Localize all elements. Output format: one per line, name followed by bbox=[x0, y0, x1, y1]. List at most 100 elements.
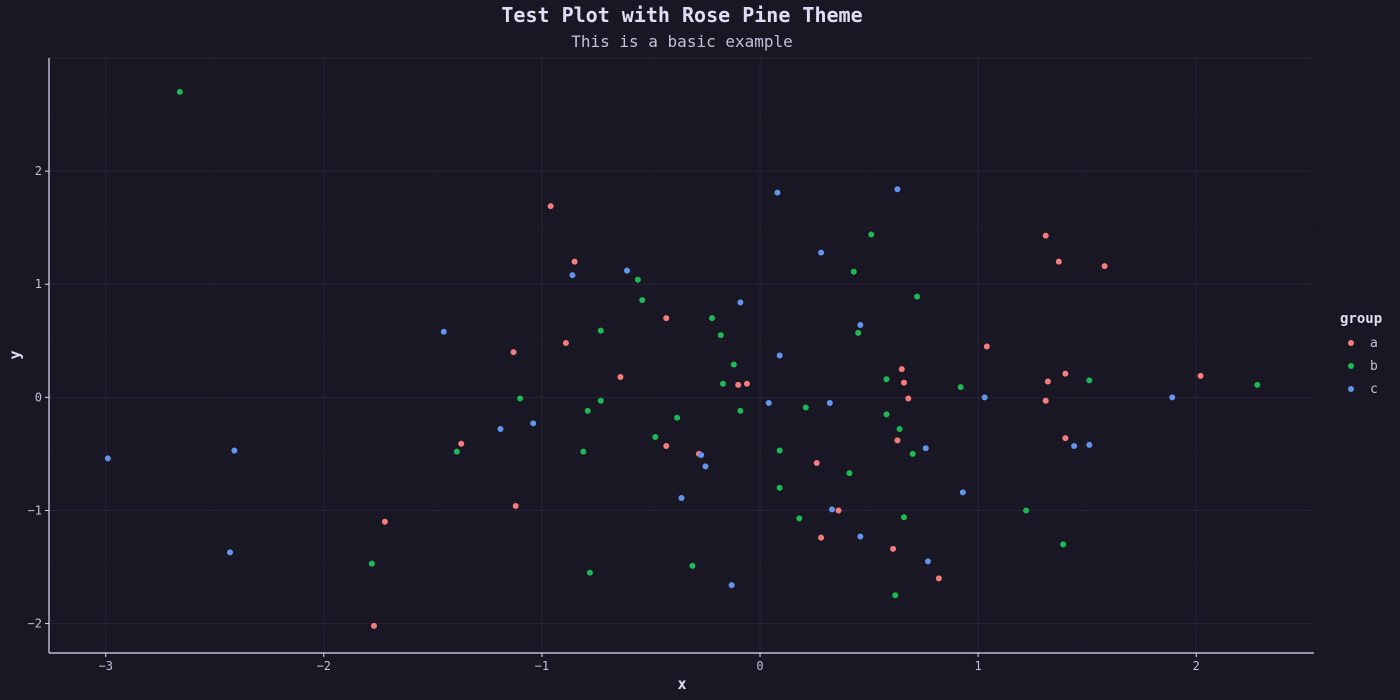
data-point-group-c bbox=[698, 452, 705, 459]
x-tick-label: 0 bbox=[756, 659, 763, 673]
data-point-group-a bbox=[663, 442, 670, 449]
data-point-group-b bbox=[846, 470, 853, 477]
x-tick-label: −1 bbox=[535, 659, 549, 673]
data-point-group-b bbox=[1023, 507, 1030, 514]
legend-label-b: b bbox=[1370, 359, 1378, 374]
legend-label-c: c bbox=[1370, 382, 1378, 397]
data-point-group-a bbox=[905, 395, 912, 402]
legend: group abc bbox=[1340, 311, 1382, 397]
tick-labels: −3 −2 −1 0 1 2 −2 −1 0 1 2 bbox=[28, 164, 1200, 673]
data-point-group-b bbox=[717, 332, 724, 339]
data-point-group-b bbox=[883, 376, 890, 383]
data-point-group-c bbox=[774, 189, 781, 196]
data-point-group-a bbox=[1101, 263, 1108, 270]
chart-title: Test Plot with Rose Pine Theme bbox=[501, 3, 862, 27]
data-point-group-a bbox=[510, 349, 517, 356]
data-point-group-a bbox=[1197, 372, 1204, 379]
legend-label-a: a bbox=[1370, 336, 1378, 351]
data-point-group-c bbox=[737, 299, 744, 306]
data-point-group-b bbox=[674, 414, 681, 421]
axes bbox=[48, 58, 1314, 654]
data-point-group-c bbox=[623, 267, 630, 274]
data-point-group-b bbox=[586, 569, 593, 576]
data-point-group-a bbox=[818, 534, 825, 541]
data-point-group-b bbox=[957, 384, 964, 391]
data-point-group-b bbox=[892, 592, 899, 599]
data-point-group-b bbox=[176, 88, 183, 95]
data-point-group-b bbox=[368, 560, 375, 567]
data-point-group-b bbox=[883, 411, 890, 418]
data-point-group-b bbox=[796, 515, 803, 522]
data-point-group-a bbox=[381, 518, 388, 525]
y-tick-label: 2 bbox=[35, 164, 42, 178]
data-point-group-a bbox=[1042, 397, 1049, 404]
data-point-group-b bbox=[802, 404, 809, 411]
data-point-group-a bbox=[562, 340, 569, 347]
data-point-group-a bbox=[370, 622, 377, 629]
data-point-group-c bbox=[981, 394, 988, 401]
data-point-group-c bbox=[104, 455, 111, 462]
data-point-group-b bbox=[776, 447, 783, 454]
y-tick-label: −1 bbox=[28, 503, 42, 517]
x-tick-label: 1 bbox=[975, 659, 982, 673]
data-point-group-c bbox=[497, 426, 504, 433]
data-point-group-b bbox=[900, 514, 907, 521]
data-point-group-a bbox=[735, 381, 742, 388]
data-point-group-b bbox=[1086, 377, 1093, 384]
data-point-group-b bbox=[584, 407, 591, 414]
data-point-group-b bbox=[580, 448, 587, 455]
data-point-group-c bbox=[924, 558, 931, 565]
data-point-group-a bbox=[935, 575, 942, 582]
legend-swatch-c bbox=[1348, 386, 1354, 392]
grid-lines bbox=[49, 57, 1314, 653]
data-point-group-c bbox=[818, 249, 825, 256]
legend-title: group bbox=[1340, 311, 1382, 327]
data-point-group-b bbox=[639, 297, 646, 304]
data-point-group-b bbox=[1254, 381, 1261, 388]
data-point-group-b bbox=[719, 380, 726, 387]
data-points bbox=[104, 88, 1261, 629]
data-point-group-a bbox=[1042, 232, 1049, 239]
data-point-group-b bbox=[597, 397, 604, 404]
data-point-group-c bbox=[231, 447, 238, 454]
data-point-group-a bbox=[890, 545, 897, 552]
data-point-group-a bbox=[663, 315, 670, 322]
data-point-group-a bbox=[571, 258, 578, 265]
y-axis-label: y bbox=[6, 350, 24, 359]
data-point-group-b bbox=[453, 448, 460, 455]
data-point-group-c bbox=[530, 420, 537, 427]
y-tick-label: 1 bbox=[35, 277, 42, 291]
data-point-group-a bbox=[983, 343, 990, 350]
data-point-group-a bbox=[1062, 370, 1069, 377]
data-point-group-b bbox=[517, 395, 524, 402]
x-tick-label: −3 bbox=[98, 659, 112, 673]
data-point-group-b bbox=[776, 484, 783, 491]
data-point-group-c bbox=[826, 400, 833, 407]
data-point-group-b bbox=[914, 293, 921, 300]
legend-swatch-b bbox=[1348, 363, 1354, 369]
data-point-group-c bbox=[776, 352, 783, 359]
data-point-group-a bbox=[547, 203, 554, 210]
chart-subtitle: This is a basic example bbox=[571, 32, 793, 51]
data-point-group-b bbox=[1060, 541, 1067, 548]
data-point-group-c bbox=[857, 533, 864, 540]
data-point-group-b bbox=[855, 329, 862, 336]
data-point-group-c bbox=[828, 506, 835, 513]
data-point-group-a bbox=[512, 502, 519, 509]
data-point-group-c bbox=[440, 328, 447, 335]
data-point-group-c bbox=[702, 463, 709, 470]
data-point-group-a bbox=[813, 459, 820, 466]
data-point-group-c bbox=[728, 582, 735, 589]
data-point-group-b bbox=[597, 327, 604, 334]
data-point-group-c bbox=[1071, 442, 1078, 449]
legend-swatch-a bbox=[1348, 340, 1354, 346]
data-point-group-a bbox=[458, 440, 465, 447]
data-point-group-b bbox=[909, 450, 916, 457]
data-point-group-c bbox=[765, 400, 772, 407]
data-point-group-a bbox=[1044, 378, 1051, 385]
data-point-group-c bbox=[922, 445, 929, 452]
data-point-group-c bbox=[1169, 394, 1176, 401]
x-tick-label: 2 bbox=[1193, 659, 1200, 673]
